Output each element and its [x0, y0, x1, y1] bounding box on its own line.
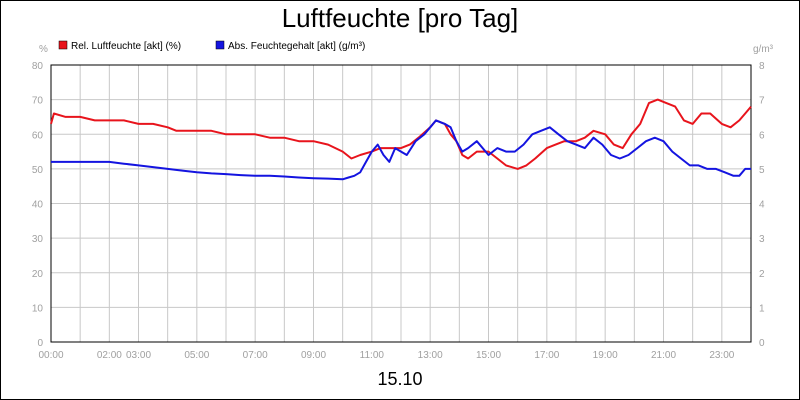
x-tick-label: 11:00: [360, 350, 385, 361]
left-tick-label: 0: [37, 338, 43, 349]
series-line-abs-humidity: [51, 119, 751, 181]
x-tick-label: 13:00: [418, 350, 443, 361]
left-axis-unit: %: [39, 44, 48, 55]
left-tick-label: 50: [32, 165, 44, 176]
left-axis-ticks: 0 10 20 30 40 50 60 70 80: [32, 61, 44, 349]
date-label: 15.10: [377, 369, 423, 389]
right-tick-label: 8: [759, 61, 765, 72]
plot-border: [50, 64, 752, 343]
legend-swatch-rel-humidity: [58, 40, 68, 50]
left-tick-label: 30: [32, 234, 44, 245]
x-axis-ticks: 00:00 02:00 03:00 05:00 07:00 09:00 11:00 13:00…: [38, 350, 734, 361]
left-tick-label: 40: [32, 200, 44, 211]
x-tick-label: 03:00: [126, 350, 151, 361]
right-tick-label: 5: [759, 165, 765, 176]
right-tick-label: 6: [759, 130, 765, 141]
x-tick-label: 02:00: [97, 350, 122, 361]
right-tick-label: 4: [759, 200, 765, 211]
left-tick-label: 10: [32, 303, 44, 314]
right-axis-ticks: 0 1 2 3 4 5 6 7 8: [759, 61, 765, 349]
x-tick-label: 15:00: [476, 350, 501, 361]
right-axis-unit: g/m³: [753, 44, 774, 55]
grid-lines: [50, 64, 752, 343]
x-tick-label: 23:00: [709, 350, 734, 361]
x-tick-label: 00:00: [38, 350, 63, 361]
right-tick-label: 7: [759, 96, 765, 107]
x-tick-label: 17:00: [534, 350, 559, 361]
legend-label-abs-humidity: Abs. Feuchtegehalt [akt] (g/m³): [228, 41, 365, 52]
series-lines: [50, 98, 752, 181]
x-tick-label: 07:00: [243, 350, 268, 361]
legend: Rel. Luftfeuchte [akt] (%) Abs. Feuchteg…: [58, 40, 365, 52]
right-tick-label: 0: [759, 338, 765, 349]
right-tick-label: 2: [759, 269, 765, 280]
left-tick-label: 60: [32, 130, 44, 141]
right-tick-label: 3: [759, 234, 765, 245]
x-tick-label: 21:00: [651, 350, 676, 361]
legend-swatch-abs-humidity: [215, 40, 225, 50]
legend-label-rel-humidity: Rel. Luftfeuchte [akt] (%): [71, 41, 181, 52]
series-line-rel-humidity: [50, 98, 752, 170]
x-tick-label: 05:00: [184, 350, 209, 361]
x-tick-label: 19:00: [593, 350, 618, 361]
left-tick-label: 80: [32, 61, 44, 72]
chart-title: Luftfeuchte [pro Tag]: [281, 3, 519, 33]
left-tick-label: 70: [32, 96, 44, 107]
right-tick-label: 1: [759, 303, 765, 314]
x-tick-label: 09:00: [301, 350, 326, 361]
left-tick-label: 20: [32, 269, 44, 280]
